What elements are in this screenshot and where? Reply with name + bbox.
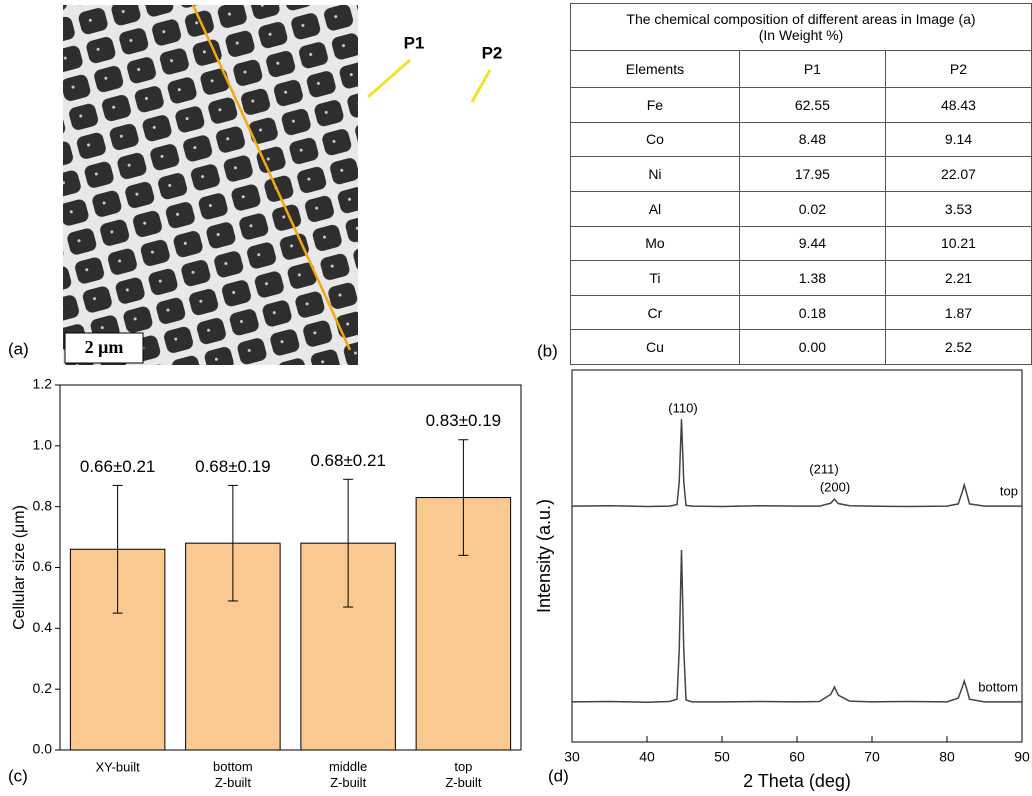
table-cell: 2.52 (884, 329, 1032, 365)
table-cell: 62.55 (738, 87, 886, 123)
composition-table: The chemical composition of different ar… (570, 3, 1032, 365)
x-tick-label: middle Z-built (329, 759, 367, 790)
series-label: top (1000, 484, 1018, 499)
x-tick-label: 60 (789, 749, 805, 765)
table-row: Ni 17.95 22.07 (570, 156, 1032, 192)
series-label: bottom (978, 679, 1018, 694)
table-subtitle: (In Weight %) (758, 27, 844, 43)
y-tick-label: 0.4 (33, 619, 53, 635)
scale-bar: 2 μm (85, 337, 124, 357)
panel-label: (b) (537, 341, 558, 360)
x-tick-label: 50 (714, 749, 730, 765)
table-cell: 48.43 (884, 87, 1032, 123)
header-cell: P1 (738, 50, 886, 88)
table-title: The chemical composition of different ar… (626, 11, 976, 27)
plot-frame (571, 369, 1023, 743)
table-cell: 2.21 (884, 260, 1032, 296)
table-cell: Cr (570, 294, 740, 331)
table-cell: 9.14 (884, 121, 1032, 158)
table-cell: 1.87 (884, 294, 1032, 331)
y-tick-label: 0.8 (33, 497, 53, 513)
header-row: Elements P1 P2 (570, 50, 1032, 88)
x-tick-label: top Z-built (445, 759, 482, 790)
table-cell: 10.21 (884, 225, 1032, 262)
marker: P1 (404, 33, 425, 52)
header-cell: P2 (884, 50, 1032, 88)
table-title-cell: The chemical composition of different ar… (570, 3, 1032, 51)
x-tick-label: 40 (639, 749, 655, 765)
table-row: Mo 9.44 10.21 (570, 225, 1032, 262)
scale-bar-box (64, 332, 144, 364)
y-axis-label: Cellular size (μm) (11, 505, 28, 630)
x-tick-label: 70 (864, 749, 880, 765)
y-tick-label: 1.0 (33, 437, 53, 453)
panel-label: (a) (8, 339, 29, 358)
arrow (470, 69, 492, 103)
arrow (367, 58, 411, 99)
peak-annotation: (200) (820, 479, 850, 494)
header-cell: Elements (570, 50, 740, 88)
x-axis-label: 2 Theta (deg) (743, 771, 851, 791)
table-cell: Mo (570, 225, 740, 262)
table-row: Cr 0.18 1.87 (570, 294, 1032, 331)
peak-annotation: (110) (668, 400, 697, 415)
table-cell: 0.00 (738, 329, 886, 365)
series-line (571, 419, 1022, 508)
value-label: 0.83±0.19 (426, 411, 502, 430)
sem-image (63, 5, 358, 365)
value-label: 0.68±0.19 (195, 457, 271, 476)
title-row: The chemical composition of different ar… (570, 3, 1032, 51)
value-label: 0.66±0.21 (80, 457, 156, 476)
table-row: Co 8.48 9.14 (570, 121, 1032, 158)
y-tick-label: 1.2 (33, 376, 53, 392)
panel-label: (d) (548, 766, 569, 785)
x-tick-label: bottom Z-built (213, 759, 253, 790)
y-tick-label: 0.2 (33, 680, 53, 696)
table-row: Fe 62.55 48.43 (570, 87, 1032, 123)
value-label: 0.68±0.21 (310, 451, 386, 470)
marker-box (392, 28, 436, 58)
x-tick-label: 90 (1014, 749, 1030, 765)
table-cell: Fe (570, 87, 740, 123)
table-cell: 17.95 (738, 156, 886, 192)
y-axis-label: Intensity (a.u.) (534, 499, 554, 613)
x-tick-label: 80 (939, 749, 955, 765)
y-tick-label: 0.6 (33, 558, 53, 574)
y-tick-label: 0.0 (33, 741, 53, 757)
table-cell: Al (570, 190, 740, 227)
table-row: Ti 1.38 2.21 (570, 260, 1032, 296)
marker: P2 (482, 43, 503, 62)
marker-box (472, 38, 512, 68)
table-cell: Ni (570, 156, 740, 192)
table-cell: 9.44 (738, 225, 886, 262)
table-cell: 8.48 (738, 121, 886, 158)
table-cell: 3.53 (884, 190, 1032, 227)
table-row: Al 0.02 3.53 (570, 190, 1032, 227)
series-line (571, 550, 1022, 703)
panel-label: (c) (8, 766, 28, 785)
x-tick-label: 30 (564, 749, 580, 765)
table-cell: Ti (570, 260, 740, 296)
table-cell: 0.02 (738, 190, 886, 227)
x-tick-label: XY-built (95, 759, 140, 774)
peak-annotation: (211) (809, 461, 838, 476)
table-cell: Co (570, 121, 740, 158)
table-cell: 22.07 (884, 156, 1032, 192)
scan-line (191, 4, 352, 351)
table-cell: 0.18 (738, 294, 886, 331)
table-cell: 1.38 (738, 260, 886, 296)
table-row: Cu 0.00 2.52 (570, 329, 1032, 365)
table-cell: Cu (570, 329, 740, 365)
